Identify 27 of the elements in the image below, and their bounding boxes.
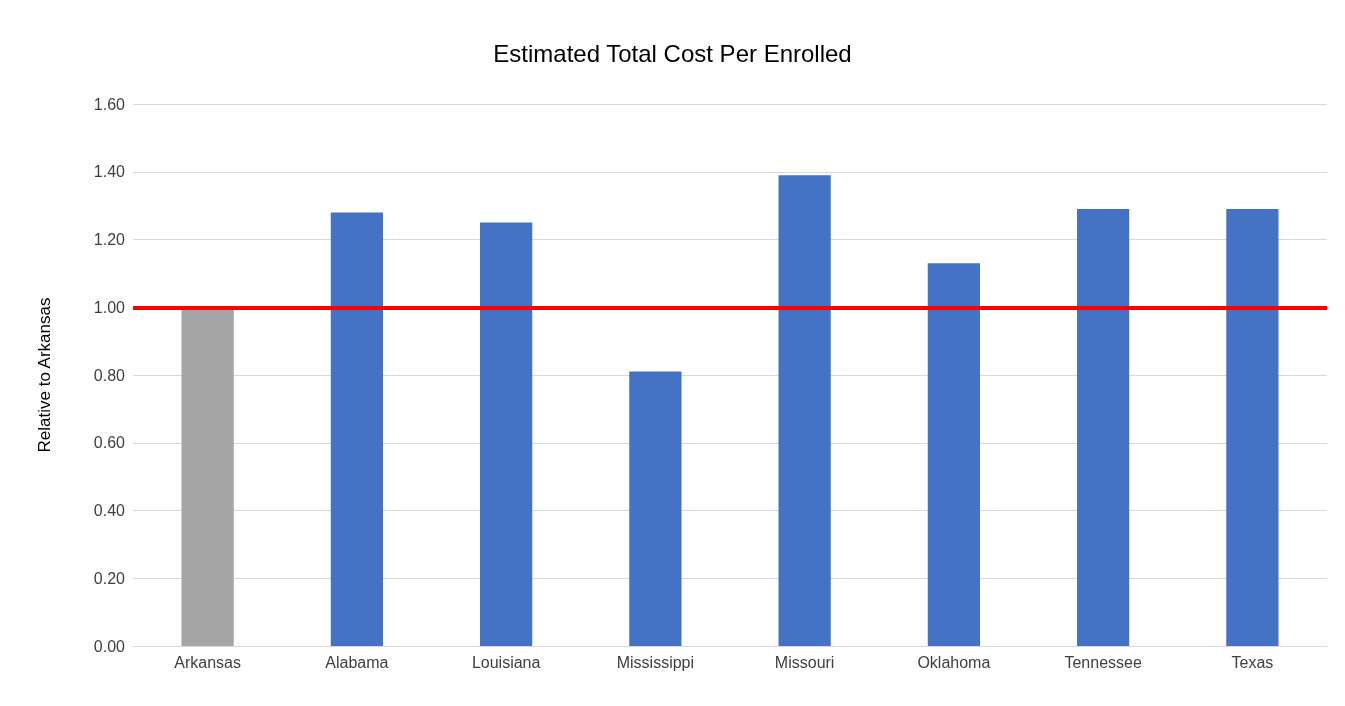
y-tick-label: 0.20 [93, 569, 126, 587]
x-tick-label: Tennessee [1064, 653, 1142, 671]
bar [629, 371, 682, 646]
x-tick-label: Missouri [774, 653, 835, 671]
bar [330, 212, 383, 646]
y-tick-label: 1.40 [93, 163, 126, 181]
bar [927, 263, 980, 646]
y-tick-label: 0.40 [93, 502, 126, 519]
x-tick-label: Louisiana [471, 653, 541, 671]
y-tick-label: 1.00 [93, 298, 126, 316]
x-tick-label: Oklahoma [917, 653, 991, 671]
bar [1077, 209, 1130, 646]
y-tick-label: 0.80 [93, 366, 126, 384]
x-tick-label: Texas [1231, 653, 1274, 671]
x-tick-label: Arkansas [174, 653, 241, 671]
y-tick-label: 0.00 [93, 637, 126, 655]
y-tick-label: 0.60 [93, 434, 126, 452]
bar [1226, 209, 1279, 646]
x-tick-label: Mississippi [616, 653, 695, 671]
y-axis-title: Relative to Arkansas [35, 297, 54, 453]
y-tick-label: 1.60 [93, 95, 126, 113]
x-tick-label: Alabama [325, 653, 389, 671]
bar [778, 175, 831, 646]
y-tick-label: 1.20 [93, 231, 126, 248]
bar [181, 307, 234, 646]
bar [480, 222, 533, 646]
chart-title: Estimated Total Cost Per Enrolled [493, 39, 852, 67]
